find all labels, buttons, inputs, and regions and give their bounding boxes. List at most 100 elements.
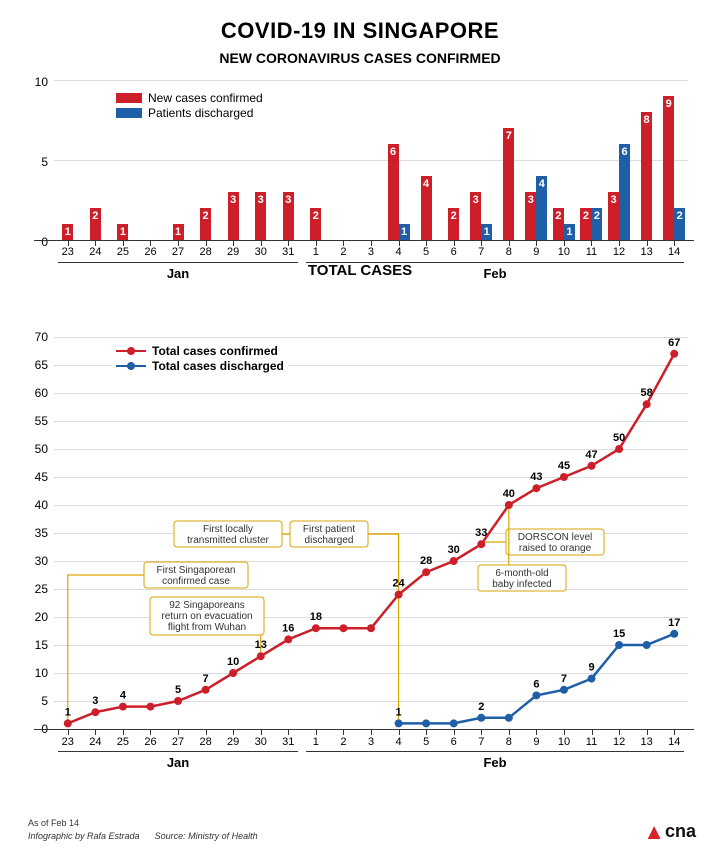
bar-confirmed: 3 bbox=[228, 192, 239, 240]
bar-day-col: 2 bbox=[330, 80, 358, 240]
as-of-text: As of Feb 14 bbox=[28, 818, 258, 828]
discharged-marker bbox=[422, 719, 430, 727]
bar-discharged: 2 bbox=[591, 208, 602, 240]
svg-text:6-month-old: 6-month-old bbox=[495, 568, 548, 579]
bar-chart: 0510123224125261272283293303312123614452… bbox=[28, 74, 692, 256]
bar-day-col: 224 bbox=[82, 80, 110, 240]
bar-discharged: 4 bbox=[536, 176, 547, 240]
svg-text:5: 5 bbox=[175, 684, 181, 696]
bar-day-col: 2211 bbox=[578, 80, 606, 240]
svg-text:raised to orange: raised to orange bbox=[519, 543, 592, 554]
svg-text:10: 10 bbox=[227, 656, 239, 668]
svg-text:6: 6 bbox=[533, 678, 539, 690]
discharged-marker bbox=[532, 691, 540, 699]
bar-confirmed: 2 bbox=[310, 208, 321, 240]
bar-discharged: 1 bbox=[399, 224, 410, 240]
svg-text:18: 18 bbox=[310, 611, 322, 623]
svg-text:67: 67 bbox=[668, 337, 680, 349]
confirmed-marker bbox=[532, 484, 540, 492]
month-label: Jan bbox=[58, 266, 298, 281]
svg-text:flight from Wuhan: flight from Wuhan bbox=[168, 622, 246, 633]
svg-text:15: 15 bbox=[613, 628, 625, 640]
confirmed-marker bbox=[560, 473, 568, 481]
discharged-marker bbox=[395, 719, 403, 727]
confirmed-marker bbox=[588, 462, 596, 470]
discharged-marker bbox=[505, 714, 513, 722]
bar-day-col: 349 bbox=[523, 80, 551, 240]
confirmed-marker bbox=[367, 624, 375, 632]
bar-confirmed: 3 bbox=[283, 192, 294, 240]
svg-text:33: 33 bbox=[475, 527, 487, 539]
bar-day-col: 78 bbox=[495, 80, 523, 240]
main-title: COVID-19 IN SINGAPORE bbox=[28, 18, 692, 44]
bar-confirmed: 1 bbox=[117, 224, 128, 240]
confirmed-marker bbox=[615, 445, 623, 453]
confirmed-marker bbox=[119, 703, 127, 711]
discharged-marker bbox=[670, 630, 678, 638]
month-label: Feb bbox=[306, 266, 684, 281]
svg-text:28: 28 bbox=[420, 555, 432, 567]
confirmed-marker bbox=[670, 350, 678, 358]
infographic-page: COVID-19 IN SINGAPORE NEW CORONAVIRUS CA… bbox=[0, 0, 720, 855]
bar-confirmed: 2 bbox=[580, 208, 591, 240]
bar-confirmed: 3 bbox=[608, 192, 619, 240]
confirmed-marker bbox=[339, 624, 347, 632]
bar-discharged: 2 bbox=[674, 208, 685, 240]
bar-confirmed: 3 bbox=[470, 192, 481, 240]
bar-confirmed: 7 bbox=[503, 128, 514, 240]
source-text: Source: Ministry of Health bbox=[155, 831, 258, 841]
bar-day-col: 317 bbox=[467, 80, 495, 240]
credit-text: Infographic by Rafa Estrada bbox=[28, 831, 140, 841]
confirmed-marker bbox=[450, 557, 458, 565]
bar-confirmed: 2 bbox=[90, 208, 101, 240]
svg-text:16: 16 bbox=[282, 622, 294, 634]
discharged-marker bbox=[615, 641, 623, 649]
discharged-marker bbox=[643, 641, 651, 649]
bar-confirmed: 1 bbox=[62, 224, 73, 240]
svg-text:43: 43 bbox=[530, 471, 542, 483]
svg-text:9: 9 bbox=[588, 662, 594, 674]
discharged-marker bbox=[477, 714, 485, 722]
discharged-marker bbox=[450, 719, 458, 727]
bar-day-col: 3612 bbox=[605, 80, 633, 240]
bar-discharged: 1 bbox=[564, 224, 575, 240]
svg-text:return on evacuation: return on evacuation bbox=[161, 611, 252, 622]
svg-text:confirmed case: confirmed case bbox=[162, 576, 230, 587]
svg-text:transmitted cluster: transmitted cluster bbox=[187, 535, 269, 546]
svg-text:17: 17 bbox=[668, 617, 680, 629]
bar-day-col: 26 bbox=[440, 80, 468, 240]
discharged-marker bbox=[560, 686, 568, 694]
svg-text:DORSCON level: DORSCON level bbox=[518, 532, 592, 543]
bar-confirmed: 1 bbox=[173, 224, 184, 240]
svg-text:13: 13 bbox=[255, 639, 267, 651]
svg-text:47: 47 bbox=[585, 449, 597, 461]
svg-text:2: 2 bbox=[478, 701, 484, 713]
confirmed-marker bbox=[174, 697, 182, 705]
svg-text:1: 1 bbox=[396, 706, 402, 718]
confirmed-marker bbox=[229, 669, 237, 677]
svg-text:4: 4 bbox=[120, 690, 127, 702]
bar-day-col: 45 bbox=[412, 80, 440, 240]
confirmed-marker bbox=[146, 703, 154, 711]
bar-confirmed: 2 bbox=[553, 208, 564, 240]
svg-text:40: 40 bbox=[503, 488, 515, 500]
bar-confirmed: 3 bbox=[525, 192, 536, 240]
bar-day-col: 614 bbox=[385, 80, 413, 240]
svg-text:7: 7 bbox=[203, 673, 209, 685]
svg-text:92 Singaporeans: 92 Singaporeans bbox=[169, 600, 245, 611]
svg-text:1: 1 bbox=[65, 706, 71, 718]
confirmed-marker bbox=[505, 501, 513, 509]
confirmed-marker bbox=[202, 686, 210, 694]
confirmed-marker bbox=[422, 568, 430, 576]
confirmed-marker bbox=[312, 624, 320, 632]
bar-confirmed: 9 bbox=[663, 96, 674, 240]
svg-text:7: 7 bbox=[561, 673, 567, 685]
bar-confirmed: 2 bbox=[200, 208, 211, 240]
discharged-marker bbox=[588, 675, 596, 683]
svg-text:baby infected: baby infected bbox=[492, 579, 552, 590]
bar-confirmed: 2 bbox=[448, 208, 459, 240]
bar-discharged: 1 bbox=[481, 224, 492, 240]
bar-day-col: 2110 bbox=[550, 80, 578, 240]
line-chart-legend: Total cases confirmedTotal cases dischar… bbox=[112, 341, 288, 376]
footer: As of Feb 14 Infographic by Rafa Estrada… bbox=[28, 818, 258, 841]
